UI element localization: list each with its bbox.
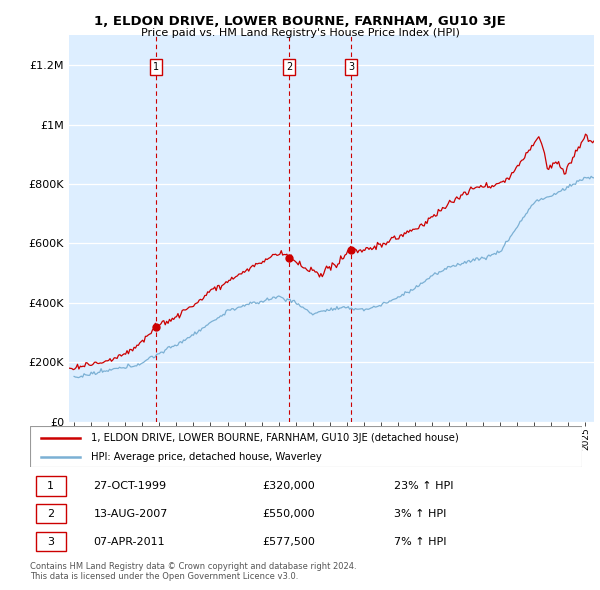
Text: Price paid vs. HM Land Registry's House Price Index (HPI): Price paid vs. HM Land Registry's House …: [140, 28, 460, 38]
Text: Contains HM Land Registry data © Crown copyright and database right 2024.
This d: Contains HM Land Registry data © Crown c…: [30, 562, 356, 581]
Text: 2: 2: [47, 509, 54, 519]
Text: 23% ↑ HPI: 23% ↑ HPI: [394, 481, 454, 491]
Text: £550,000: £550,000: [262, 509, 314, 519]
Text: 3% ↑ HPI: 3% ↑ HPI: [394, 509, 446, 519]
Text: 27-OCT-1999: 27-OCT-1999: [94, 481, 167, 491]
FancyBboxPatch shape: [30, 426, 582, 467]
Text: HPI: Average price, detached house, Waverley: HPI: Average price, detached house, Wave…: [91, 451, 322, 461]
Text: 7% ↑ HPI: 7% ↑ HPI: [394, 537, 447, 547]
Text: £320,000: £320,000: [262, 481, 314, 491]
Text: £577,500: £577,500: [262, 537, 315, 547]
Text: 3: 3: [349, 61, 355, 71]
Text: 1, ELDON DRIVE, LOWER BOURNE, FARNHAM, GU10 3JE (detached house): 1, ELDON DRIVE, LOWER BOURNE, FARNHAM, G…: [91, 432, 458, 442]
FancyBboxPatch shape: [35, 532, 66, 552]
Text: 1, ELDON DRIVE, LOWER BOURNE, FARNHAM, GU10 3JE: 1, ELDON DRIVE, LOWER BOURNE, FARNHAM, G…: [94, 15, 506, 28]
Text: 3: 3: [47, 537, 54, 547]
Text: 2: 2: [286, 61, 292, 71]
FancyBboxPatch shape: [35, 476, 66, 496]
Text: 1: 1: [153, 61, 160, 71]
Text: 1: 1: [47, 481, 54, 491]
Text: 13-AUG-2007: 13-AUG-2007: [94, 509, 168, 519]
Text: 07-APR-2011: 07-APR-2011: [94, 537, 165, 547]
FancyBboxPatch shape: [35, 504, 66, 523]
